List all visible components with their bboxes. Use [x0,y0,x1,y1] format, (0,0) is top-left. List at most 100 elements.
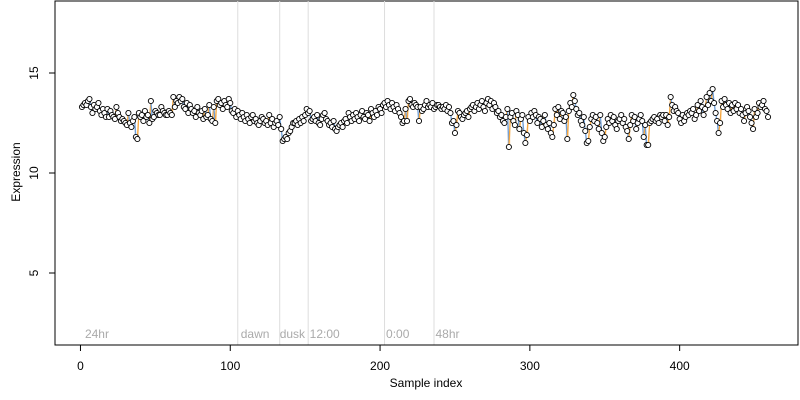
data-point [534,119,541,127]
data-point [598,129,605,137]
data-point [661,117,668,125]
data-point [465,113,472,121]
data-point [526,117,533,125]
data-point [541,111,548,119]
data-point [445,103,453,111]
region-label: 0:00 [386,327,410,341]
data-point [453,121,460,129]
x-tick-label: 100 [220,359,240,373]
data-point [540,117,547,125]
data-point [134,135,141,143]
data-point [705,101,712,109]
data-point [637,111,644,119]
data-point [125,109,132,117]
data-point [227,99,234,107]
y-axis-label: Expression [9,142,23,201]
x-tick-label: 0 [77,359,84,373]
data-point [86,95,93,103]
data-point [215,95,222,103]
data-point [423,97,430,105]
data-point [300,117,307,125]
data-point [278,125,285,133]
data-point [571,97,578,105]
data-point [397,113,405,121]
data-point [597,111,604,119]
data-point [204,111,211,119]
data-point [576,109,583,117]
data-point [570,91,577,99]
data-point [212,119,219,127]
data-point [697,97,704,105]
data-point [603,123,610,131]
data-point [585,137,592,145]
data-point [764,113,772,121]
data-point [276,113,283,121]
data-point [750,125,757,133]
data-point [586,123,593,131]
data-point [146,119,153,127]
data-point [249,111,256,119]
data-point [140,117,147,125]
y-tick-label: 5 [27,269,41,276]
region-label: dusk [280,327,306,341]
data-point [580,113,587,121]
data-point [144,111,151,119]
data-point [511,121,518,129]
data-point [735,101,742,109]
data-point [562,113,569,121]
data-point [624,127,631,135]
y-tick-label: 10 [27,166,41,180]
data-point [601,133,608,141]
data-point [711,99,718,107]
data-point [523,131,530,139]
data-point [182,105,189,113]
data-point [504,105,511,113]
data-point [595,125,602,133]
data-point [495,107,502,115]
data-point [706,89,713,97]
data-point [594,119,601,127]
data-point [715,129,722,137]
region-label: 48hr [435,327,459,341]
data-point [366,117,373,125]
data-point [618,111,625,119]
y-tick-label: 15 [27,66,41,80]
data-point [210,103,217,111]
data-point [306,107,313,115]
data-point [406,95,414,103]
data-point [549,133,556,141]
series-layer [78,85,772,151]
x-tick-label: 200 [370,359,390,373]
data-point [415,117,423,125]
data-point [356,117,363,125]
x-tick-label: 300 [520,359,540,373]
data-point [522,139,529,147]
x-tick-label: 400 [670,359,690,373]
data-point [613,125,620,133]
data-point [284,135,291,143]
data-point [317,121,324,129]
data-point [724,105,731,113]
data-point [113,103,120,111]
data-point [266,111,273,119]
data-point [179,95,186,103]
data-point [760,97,767,105]
data-point [721,95,728,103]
region-label: 12:00 [310,327,340,341]
data-point [621,115,628,123]
data-point [639,117,646,125]
data-point [667,93,674,101]
data-point [224,103,231,111]
data-point [147,97,154,105]
data-point [717,119,724,127]
data-point [559,109,566,117]
data-point [402,105,409,113]
data-point [712,109,719,117]
data-point [754,109,761,117]
data-point [89,109,96,117]
data-point [690,105,697,113]
data-point [553,111,560,119]
data-point [170,93,177,101]
data-point [275,121,282,129]
